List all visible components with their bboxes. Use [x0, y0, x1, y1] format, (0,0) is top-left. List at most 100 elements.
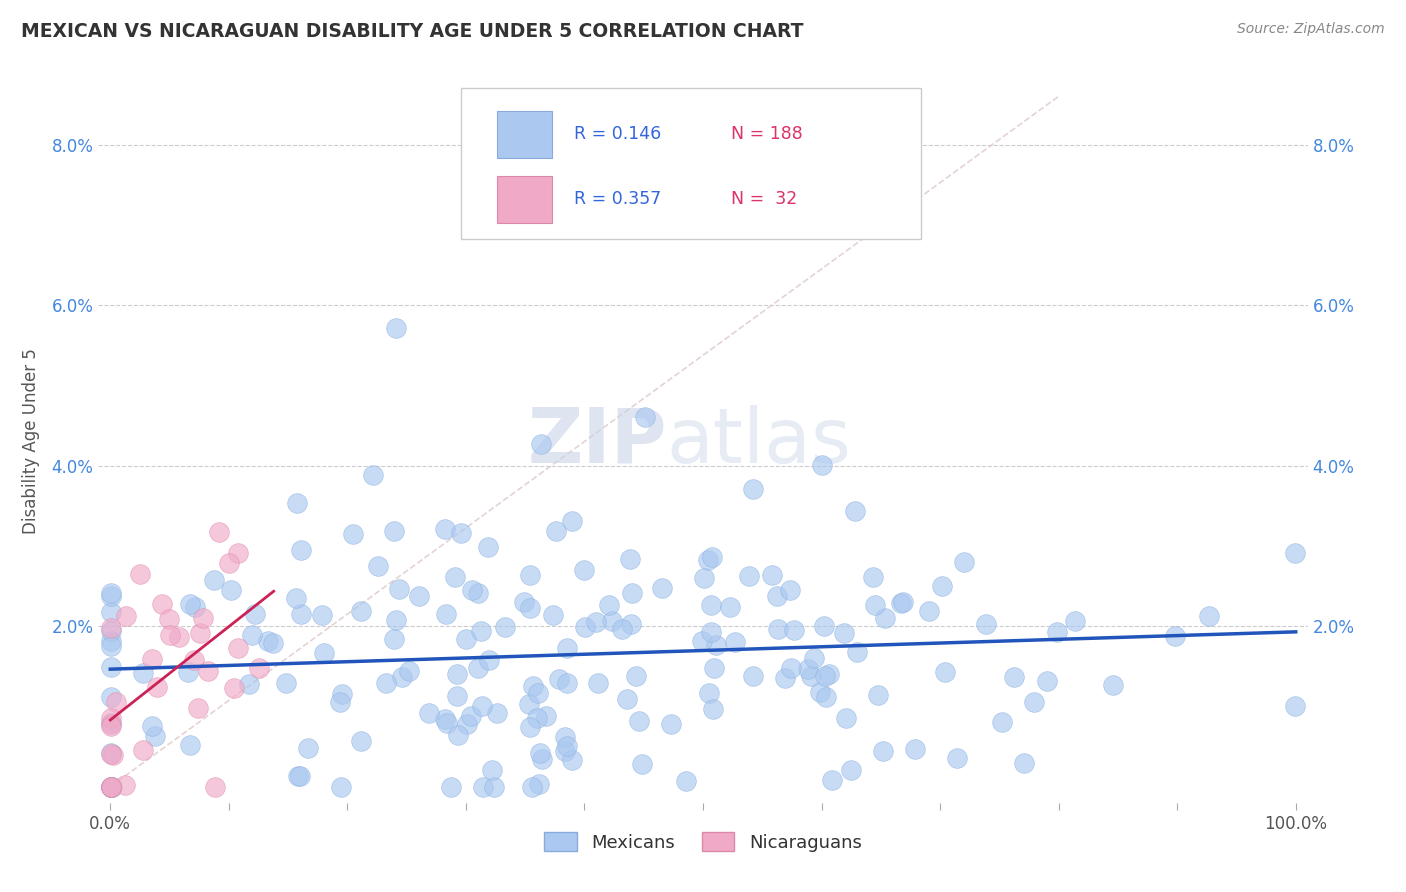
Point	[240, 628, 263, 642]
Point	[761, 568, 783, 582]
Point	[349, 734, 371, 748]
Point	[311, 607, 333, 622]
Point	[1164, 629, 1187, 643]
Point	[374, 676, 396, 690]
Point	[513, 595, 536, 609]
Point	[797, 662, 820, 676]
Point	[704, 638, 727, 652]
Point	[100, 780, 122, 794]
Point	[1002, 670, 1025, 684]
Point	[238, 677, 260, 691]
FancyBboxPatch shape	[498, 111, 551, 158]
Point	[436, 716, 458, 731]
Point	[159, 628, 181, 642]
Point	[1064, 615, 1087, 629]
Point	[115, 609, 138, 624]
Point	[143, 730, 166, 744]
Point	[862, 570, 884, 584]
Point	[472, 780, 495, 794]
Point	[904, 741, 927, 756]
Point	[100, 621, 122, 635]
Point	[454, 632, 477, 647]
Point	[534, 708, 557, 723]
Point	[131, 742, 153, 756]
Point	[262, 636, 284, 650]
Point	[846, 644, 869, 658]
Point	[1198, 608, 1220, 623]
Point	[630, 757, 652, 772]
Point	[167, 630, 190, 644]
Point	[461, 582, 484, 597]
Point	[100, 780, 122, 794]
Point	[702, 702, 724, 716]
Point	[179, 738, 201, 752]
Point	[332, 687, 354, 701]
Text: R = 0.146: R = 0.146	[574, 126, 661, 144]
Point	[100, 605, 122, 619]
Point	[202, 573, 225, 587]
Point	[522, 679, 544, 693]
Point	[800, 669, 823, 683]
Point	[222, 681, 245, 695]
Text: N =  32: N = 32	[731, 191, 797, 209]
Point	[690, 634, 713, 648]
Point	[100, 780, 122, 794]
Point	[226, 546, 249, 560]
Point	[890, 596, 912, 610]
Point	[813, 619, 835, 633]
Point	[724, 634, 747, 648]
Point	[440, 780, 463, 794]
Point	[100, 747, 122, 761]
Point	[844, 504, 866, 518]
Point	[179, 597, 201, 611]
Point	[697, 686, 720, 700]
Point	[100, 780, 122, 794]
Point	[391, 670, 413, 684]
Point	[367, 559, 389, 574]
Point	[197, 664, 219, 678]
Point	[297, 741, 319, 756]
Point	[557, 640, 579, 655]
Point	[738, 569, 761, 583]
Point	[953, 555, 976, 569]
Point	[100, 634, 122, 648]
Point	[529, 777, 551, 791]
Point	[873, 611, 896, 625]
Y-axis label: Disability Age Under 5: Disability Age Under 5	[22, 349, 41, 534]
Point	[697, 553, 720, 567]
Point	[433, 522, 456, 536]
Point	[100, 660, 122, 674]
Point	[486, 706, 509, 721]
Point	[768, 622, 790, 636]
Text: atlas: atlas	[666, 405, 852, 478]
Point	[619, 552, 641, 566]
Point	[520, 780, 543, 794]
Point	[616, 691, 638, 706]
Point	[541, 608, 564, 623]
Point	[446, 689, 468, 703]
FancyBboxPatch shape	[498, 176, 551, 223]
Point	[834, 711, 856, 725]
Point	[700, 598, 723, 612]
Text: Source: ZipAtlas.com: Source: ZipAtlas.com	[1237, 22, 1385, 37]
Point	[517, 697, 540, 711]
Point	[659, 717, 682, 731]
Point	[700, 550, 723, 565]
Point	[100, 780, 122, 794]
Point	[361, 467, 384, 482]
Point	[101, 780, 124, 794]
Point	[700, 624, 723, 639]
Point	[183, 653, 205, 667]
Point	[290, 543, 312, 558]
Point	[467, 661, 489, 675]
Point	[821, 772, 844, 787]
Point	[742, 669, 765, 683]
Point	[718, 599, 741, 614]
Point	[554, 743, 576, 757]
Point	[446, 666, 468, 681]
Point	[101, 747, 124, 762]
Text: MEXICAN VS NICARAGUAN DISABILITY AGE UNDER 5 CORRELATION CHART: MEXICAN VS NICARAGUAN DISABILITY AGE UND…	[21, 22, 804, 41]
Point	[974, 616, 997, 631]
Point	[612, 623, 634, 637]
Point	[129, 566, 152, 581]
